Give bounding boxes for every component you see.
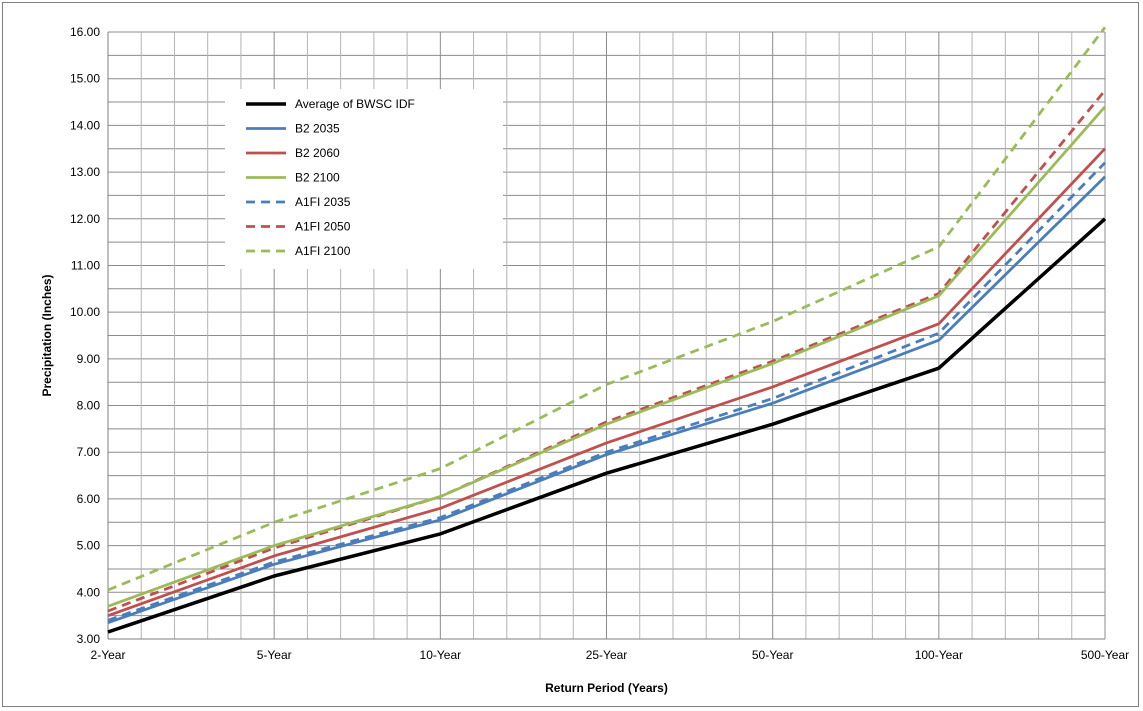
series-line	[107, 175, 1106, 625]
x-axis-title: Return Period (Years)	[545, 681, 668, 695]
series-lines	[107, 26, 1107, 634]
y-axis-title: Precipitation (Inches)	[40, 274, 54, 396]
x-tick-label: 50-Year	[752, 648, 794, 662]
y-tick-label: 15.00	[70, 72, 100, 86]
legend-box	[225, 89, 503, 269]
legend: Average of BWSC IDF B2 2035 B2 2060 B2 2100…	[225, 89, 503, 269]
legend-label: A1FI 2035	[295, 195, 351, 209]
x-tick-labels: 2-Year 5-Year 10-Year 25-Year 50-Year 100-Yea…	[91, 648, 1130, 662]
y-tick-label: 13.00	[70, 165, 100, 179]
x-tick-label: 10-Year	[420, 648, 462, 662]
y-tick-label: 11.00	[71, 258, 100, 272]
y-tick-label: 4.00	[77, 585, 101, 599]
line-chart: 3.00 4.00 5.00 6.00 7.00 8.00 9.00 10.00 11.00 12…	[40, 25, 1130, 695]
legend-label: Average of BWSC IDF	[295, 97, 415, 111]
legend-label: A1FI 2050	[295, 220, 351, 234]
legend-label: B2 2100	[295, 171, 340, 185]
x-tick-label: 5-Year	[257, 648, 292, 662]
y-tick-label: 10.00	[70, 305, 100, 319]
y-tick-label: 7.00	[77, 445, 101, 459]
series-line	[107, 217, 1107, 634]
y-tick-label: 8.00	[77, 399, 101, 413]
y-tick-label: 14.00	[70, 118, 100, 132]
x-tick-label: 2-Year	[91, 648, 126, 662]
y-tick-label: 5.00	[77, 539, 101, 553]
series-line	[107, 89, 1107, 613]
legend-label: A1FI 2100	[295, 244, 351, 258]
y-tick-label: 3.00	[77, 632, 101, 646]
y-tick-label: 12.00	[70, 212, 100, 226]
x-tick-label: 25-Year	[586, 648, 628, 662]
y-tick-label: 16.00	[70, 25, 100, 39]
y-tick-label: 6.00	[77, 492, 101, 506]
legend-label: B2 2060	[295, 146, 340, 160]
x-tick-label: 100-Year	[915, 648, 963, 662]
series-line	[107, 26, 1107, 592]
x-tick-label: 500-Year	[1081, 648, 1129, 662]
y-tick-labels: 3.00 4.00 5.00 6.00 7.00 8.00 9.00 10.00 11.00 12…	[70, 25, 100, 646]
series-line	[107, 161, 1107, 622]
series-line	[107, 147, 1107, 618]
y-tick-label: 9.00	[77, 352, 101, 366]
series-line	[107, 105, 1107, 608]
legend-label: B2 2035	[295, 122, 340, 136]
